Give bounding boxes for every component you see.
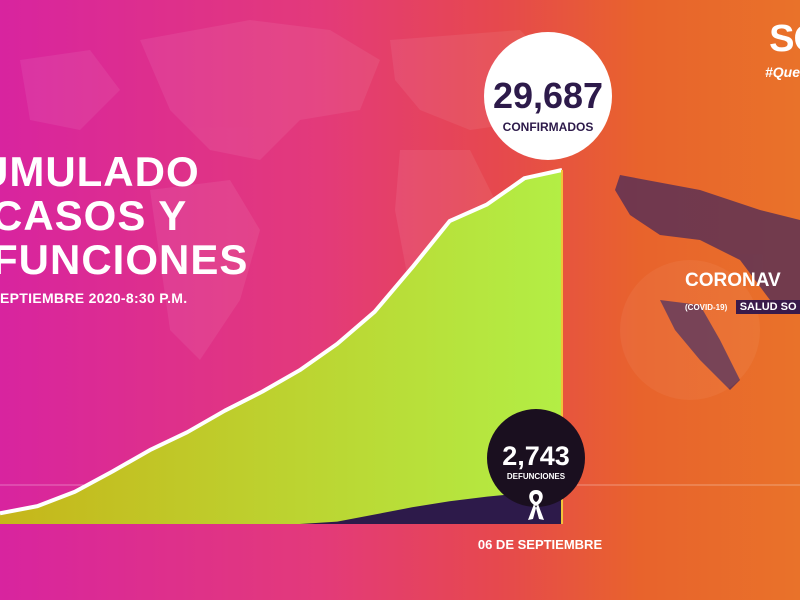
confirmed-badge: 29,687 CONFIRMADOS <box>484 32 612 160</box>
coronavirus-sublabel: (COVID-19) SALUD SO <box>685 297 800 315</box>
deaths-area <box>0 491 562 524</box>
deaths-value: 2,743 <box>502 441 570 471</box>
deaths-badge: 2,743 DEFUNCIONES <box>487 409 585 520</box>
title-block: UMULADO CASOS Y FUNCIONES EPTIEMBRE 2020… <box>0 148 249 307</box>
mourning-ribbon-icon <box>528 490 544 520</box>
deaths-badge-circle <box>487 409 585 507</box>
confirmed-area <box>0 170 562 524</box>
confirmed-badge-circle <box>484 32 612 160</box>
coronavirus-label: CORONAV <box>685 270 781 291</box>
title-line-2: CASOS Y <box>0 192 188 239</box>
confirmed-caption: CONFIRMADOS <box>503 120 594 134</box>
salud-tag: SALUD SO <box>735 300 800 314</box>
hashtag: #Que <box>764 64 800 80</box>
title-line-1: UMULADO <box>0 148 200 195</box>
channel-logo: SO <box>769 18 800 60</box>
covid-tag: (COVID-19) <box>685 303 728 312</box>
confirmed-value: 29,687 <box>493 75 603 116</box>
date-subtitle: EPTIEMBRE 2020-8:30 P.M. <box>0 290 188 306</box>
confirmed-line <box>0 168 563 516</box>
x-axis-end-label: 06 DE SEPTIEMBRE <box>478 537 603 552</box>
deaths-caption: DEFUNCIONES <box>507 472 566 481</box>
title-line-3: FUNCIONES <box>0 236 249 283</box>
